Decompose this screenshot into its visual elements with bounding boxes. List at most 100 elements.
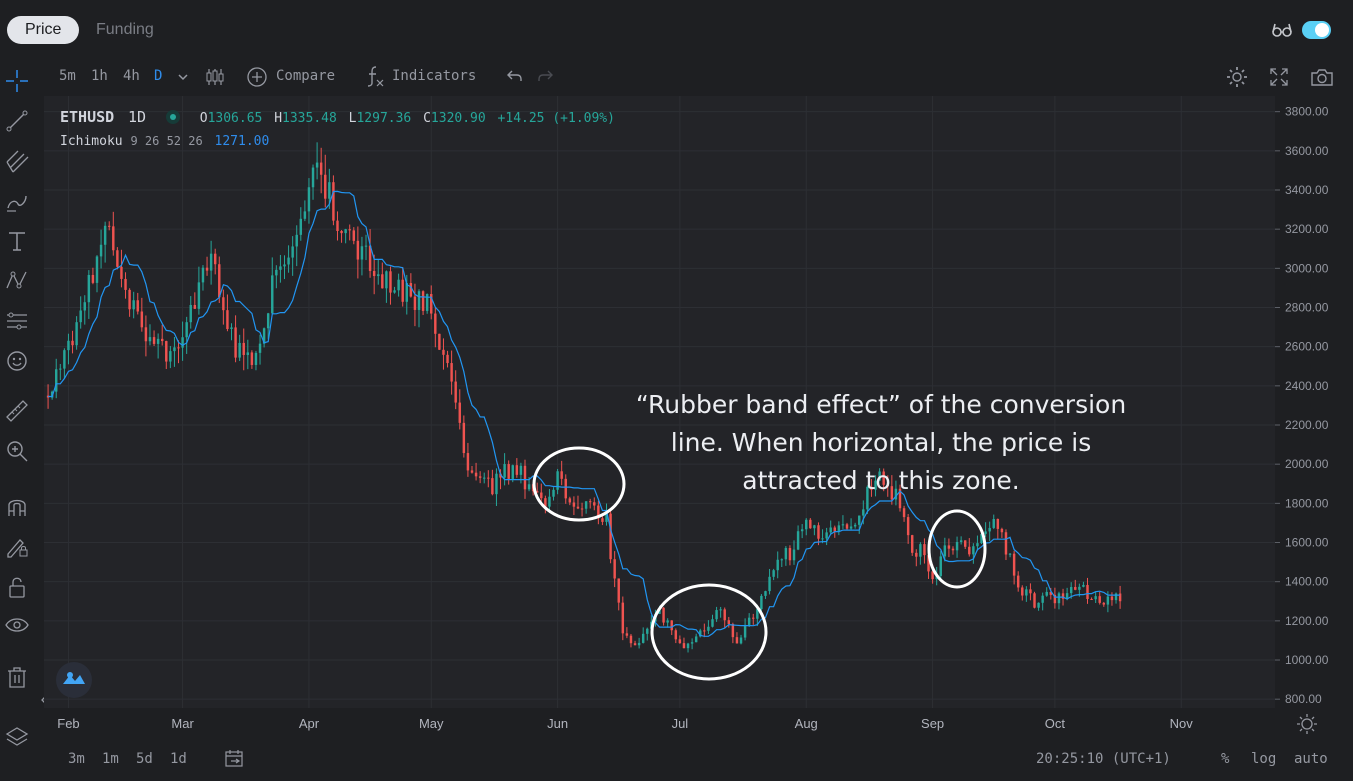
theme-toggle[interactable] [1302,21,1331,39]
fx-icon[interactable] [364,64,386,88]
candle-body [234,327,237,358]
emoji-icon[interactable] [4,348,30,374]
pitchfork-icon[interactable] [4,148,30,174]
candle-body [694,636,698,643]
lock-draw-icon[interactable] [4,534,30,560]
clock-time[interactable]: 20:25:10 (UTC+1) [1036,751,1171,767]
candle-body [1078,586,1081,590]
interval-1h[interactable]: 1h [91,68,108,84]
candle-body [625,633,629,636]
candle-body [601,518,604,522]
candle-body [1065,593,1069,599]
candle-body [1061,593,1065,599]
x-tick-label: Apr [299,716,320,731]
candle-body [637,642,641,646]
candle-body [609,513,612,560]
candle-body [662,607,665,623]
percent-toggle[interactable]: % [1221,751,1230,767]
candles-icon[interactable] [204,66,226,88]
candle-body [576,506,580,509]
candle-body [107,225,111,227]
tab-funding[interactable]: Funding [96,21,154,38]
prediction-icon[interactable] [4,308,30,334]
interval-d[interactable]: D [154,68,163,84]
y-tick-label: 1400.00 [1285,575,1329,589]
candle-body [148,337,152,342]
candle-body [372,270,376,277]
indicator-legend: Ichimoku 9 26 52 26 1271.00 [60,134,269,149]
candle-body [230,327,233,330]
candle-body [939,556,942,576]
candle-body [707,626,710,631]
tab-price[interactable]: Price [7,16,80,44]
y-tick-label: 3600.00 [1285,144,1329,158]
candle-body [552,489,555,497]
plus-circle-icon[interactable] [246,66,268,88]
eye-icon[interactable] [4,614,30,640]
indicator-value: 1271.00 [214,134,270,149]
chevron-down-icon[interactable] [177,72,189,82]
candle-body [79,310,82,323]
candle-body [776,559,779,571]
candle-body [963,540,967,547]
candle-body [1029,589,1032,594]
candle-body [898,488,902,509]
sun-icon[interactable] [1296,713,1318,735]
indicators-button[interactable]: Indicators [392,68,477,84]
candle-body [943,545,947,557]
unlock-icon[interactable] [4,574,30,600]
toggle-knob [1315,23,1329,37]
camera-icon[interactable] [1309,66,1335,88]
interval-4h[interactable]: 4h [123,68,140,84]
gear-icon[interactable] [1225,65,1249,89]
compare-button[interactable]: Compare [276,68,336,84]
fullscreen-icon[interactable] [1268,66,1290,88]
trash-icon[interactable] [4,664,30,690]
redo-icon[interactable] [536,68,554,84]
date-range-icon[interactable] [224,749,246,769]
trend-line-icon[interactable] [4,108,30,134]
range-5d[interactable]: 5d [136,751,153,767]
candle-body [613,559,616,579]
candle-body [829,527,832,533]
candle-body [156,338,160,344]
open-label: O [199,111,208,126]
pattern-icon[interactable] [4,268,30,294]
candle-body [670,620,673,631]
candle-body [169,351,172,362]
magnet-icon[interactable] [4,494,30,520]
ruler-icon[interactable] [4,398,30,424]
candle-body [731,624,735,638]
x-tick-label: Sep [921,716,944,731]
candle-body [201,267,205,283]
range-1d[interactable]: 1d [170,751,187,767]
candle-body [1025,589,1028,596]
brand-logo[interactable] [56,662,92,698]
candle-body [1049,591,1053,595]
undo-icon[interactable] [506,68,524,84]
glasses-icon[interactable] [1270,20,1294,40]
interval-5m[interactable]: 5m [59,68,76,84]
x-tick-label: Nov [1170,716,1194,731]
time-axis[interactable]: Feb Mar Apr May Jun Jul Aug Sep Oct Nov [44,708,1353,738]
candle-body [442,349,445,355]
chart-pane[interactable]: ETHUSD 1D O1306.65 H1335.48 L1297.36 C13… [44,96,1275,708]
y-tick-label: 1600.00 [1285,536,1329,550]
candle-body [340,230,343,234]
range-3m[interactable]: 3m [68,751,85,767]
candle-body [874,480,877,490]
zoom-in-icon[interactable] [4,438,30,464]
text-tool-icon[interactable] [4,228,30,254]
candle-body [434,313,437,334]
auto-toggle[interactable]: auto [1294,751,1328,767]
brush-icon[interactable] [4,188,30,214]
candle-body [699,630,702,637]
log-toggle[interactable]: log [1251,751,1277,767]
layers-icon[interactable] [4,724,30,750]
price-axis[interactable]: 3800.00 3600.00 3400.00 3200.00 3000.00 2800.… [1275,96,1353,708]
range-1m[interactable]: 1m [102,751,119,767]
price-chart[interactable] [44,96,1275,708]
candle-body [95,256,99,283]
crosshair-icon[interactable] [4,68,30,94]
candle-body [487,477,490,479]
